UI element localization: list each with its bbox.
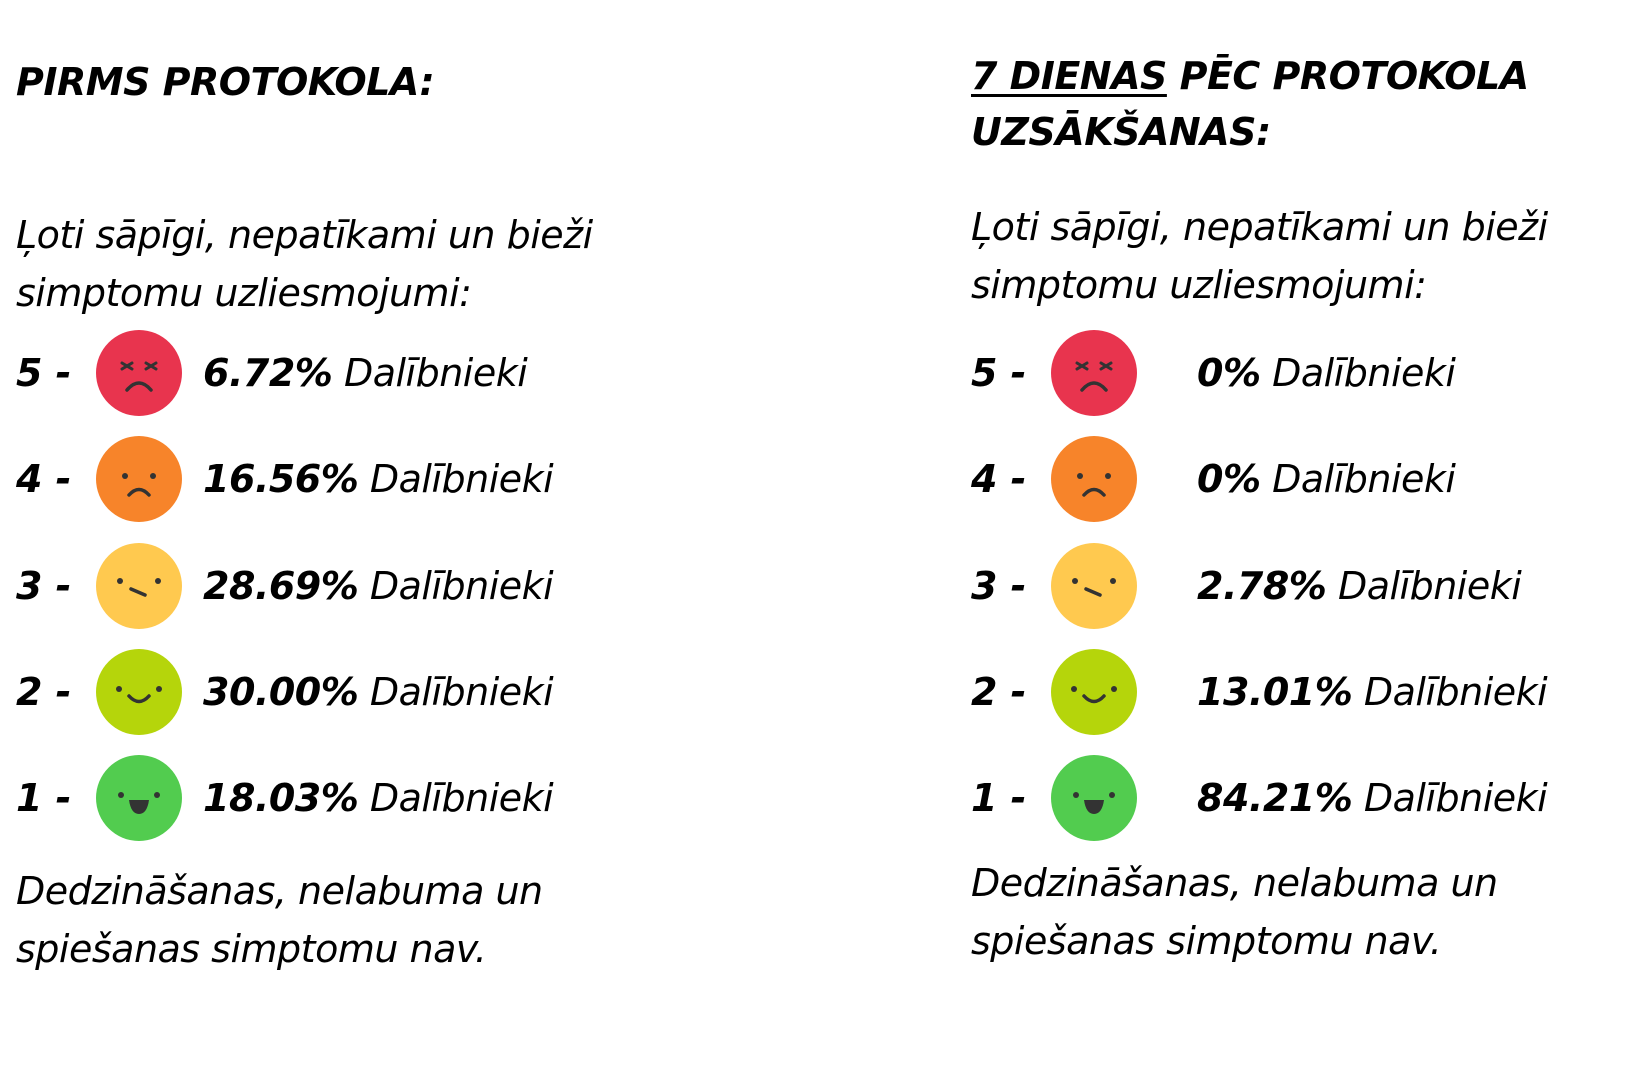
level-value: 16.56% Dalībnieki xyxy=(203,454,554,504)
participants-label: Dalībnieki xyxy=(1337,564,1522,608)
after-level-2-row: 2 - 13.01% Dalībnieki xyxy=(971,649,1631,735)
smile-face-icon xyxy=(96,649,182,735)
percent: 0% xyxy=(1197,457,1261,501)
after-heading-line2: UZSĀKŠANAS: xyxy=(971,110,1271,154)
percent: 30.00% xyxy=(203,670,359,714)
before-level-5-row: 5 - 6.72% Dalībnieki xyxy=(16,330,876,416)
participants-label: Dalībnieki xyxy=(1272,457,1456,501)
before-intro: Ļoti sāpīgi, nepatīkami un bieži simptom… xyxy=(16,206,593,322)
angry-face-icon xyxy=(1051,330,1137,416)
angry-face-icon xyxy=(96,330,182,416)
before-intro-line1: Ļoti sāpīgi, nepatīkami un bieži xyxy=(16,213,593,257)
percent: 0% xyxy=(1197,351,1261,395)
participants-label: Dalībnieki xyxy=(369,564,554,608)
level-number: 3 - xyxy=(971,564,1027,608)
percent: 84.21% xyxy=(1197,776,1353,820)
level-value: 2.78% Dalībnieki xyxy=(1197,561,1522,611)
level-number: 4 - xyxy=(971,457,1027,501)
before-level-4-row: 4 - 16.56% Dalībnieki xyxy=(16,436,876,522)
participants-label: Dalībnieki xyxy=(1363,776,1548,820)
participants-label: Dalībnieki xyxy=(343,351,528,395)
percent: 6.72% xyxy=(203,351,333,395)
level-value: 13.01% Dalībnieki xyxy=(1197,667,1548,717)
happy-face-icon xyxy=(1051,755,1137,841)
level-value: 30.00% Dalībnieki xyxy=(203,667,554,717)
participants-label: Dalībnieki xyxy=(369,776,554,820)
after-footer-line2: spiešanas simptomu nav. xyxy=(971,919,1442,963)
after-intro-line1: Ļoti sāpīgi, nepatīkami un bieži xyxy=(971,205,1548,249)
after-heading-line1: 7 DIENAS PĒC PROTOKOLA xyxy=(971,48,1529,104)
level-value: 28.69% Dalībnieki xyxy=(203,561,554,611)
before-footer: Dedzināšanas, nelabuma un spiešanas simp… xyxy=(16,862,543,978)
before-footer-line2: spiešanas simptomu nav. xyxy=(16,927,487,971)
level-value: 6.72% Dalībnieki xyxy=(203,348,528,398)
participants-label: Dalībnieki xyxy=(1363,670,1548,714)
before-intro-line2: simptomu uzliesmojumi: xyxy=(16,271,472,315)
after-heading: 7 DIENAS PĒC PROTOKOLA UZSĀKŠANAS: xyxy=(971,48,1529,160)
after-level-4-row: 4 - 0% Dalībnieki xyxy=(971,436,1631,522)
level-number: 1 - xyxy=(971,776,1027,820)
before-level-1-row: 1 - 18.03% Dalībnieki xyxy=(16,755,876,841)
level-number: 5 - xyxy=(971,351,1027,395)
before-level-3-row: 3 - 28.69% Dalībnieki xyxy=(16,543,876,629)
level-number: 4 - xyxy=(16,457,72,501)
happy-face-icon xyxy=(96,755,182,841)
after-protocol-column: 7 DIENAS PĒC PROTOKOLA UZSĀKŠANAS: Ļoti … xyxy=(971,0,1631,1080)
participants-label: Dalībnieki xyxy=(369,457,554,501)
after-level-3-row: 3 - 2.78% Dalībnieki xyxy=(971,543,1631,629)
sad-face-icon xyxy=(1051,436,1137,522)
level-number: 3 - xyxy=(16,564,72,608)
uneasy-face-icon xyxy=(1051,543,1137,629)
after-heading-rest: PĒC PROTOKOLA xyxy=(1166,54,1530,98)
sad-face-icon xyxy=(96,436,182,522)
level-number: 1 - xyxy=(16,776,72,820)
before-footer-line1: Dedzināšanas, nelabuma un xyxy=(16,869,543,913)
after-footer-line1: Dedzināšanas, nelabuma un xyxy=(971,861,1498,905)
before-heading: PIRMS PROTOKOLA: xyxy=(16,60,435,104)
percent: 16.56% xyxy=(203,457,359,501)
level-value: 84.21% Dalībnieki xyxy=(1197,773,1548,823)
after-intro-line2: simptomu uzliesmojumi: xyxy=(971,263,1427,307)
before-protocol-column: PIRMS PROTOKOLA: Ļoti sāpīgi, nepatīkami… xyxy=(16,0,876,1080)
percent: 2.78% xyxy=(1197,564,1327,608)
after-level-5-row: 5 - 0% Dalībnieki xyxy=(971,330,1631,416)
level-value: 18.03% Dalībnieki xyxy=(203,773,554,823)
after-footer: Dedzināšanas, nelabuma un spiešanas simp… xyxy=(971,854,1498,970)
after-level-1-row: 1 - 84.21% Dalībnieki xyxy=(971,755,1631,841)
participants-label: Dalībnieki xyxy=(369,670,554,714)
level-value: 0% Dalībnieki xyxy=(1197,454,1456,504)
percent: 13.01% xyxy=(1197,670,1353,714)
level-number: 2 - xyxy=(16,670,72,714)
before-level-2-row: 2 - 30.00% Dalībnieki xyxy=(16,649,876,735)
smile-face-icon xyxy=(1051,649,1137,735)
level-number: 5 - xyxy=(16,351,72,395)
after-intro: Ļoti sāpīgi, nepatīkami un bieži simptom… xyxy=(971,198,1548,314)
after-heading-underlined: 7 DIENAS xyxy=(971,54,1167,98)
percent: 18.03% xyxy=(203,776,359,820)
percent: 28.69% xyxy=(203,564,359,608)
participants-label: Dalībnieki xyxy=(1272,351,1456,395)
level-number: 2 - xyxy=(971,670,1027,714)
level-value: 0% Dalībnieki xyxy=(1197,348,1456,398)
uneasy-face-icon xyxy=(96,543,182,629)
